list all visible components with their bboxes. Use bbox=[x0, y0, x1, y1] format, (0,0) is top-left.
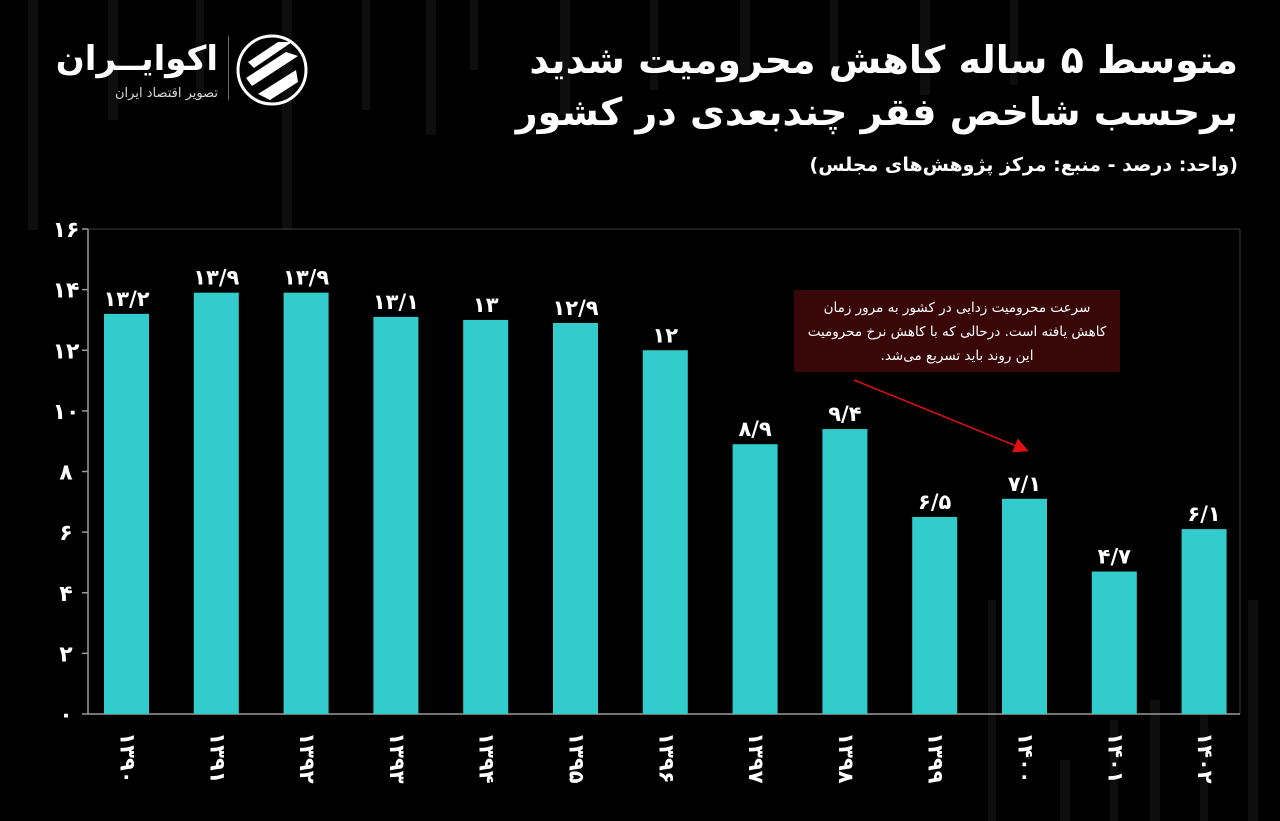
background-stripe bbox=[1248, 600, 1258, 821]
callout-text: سرعت محرومیت زدایی در کشور به مرور زمان … bbox=[807, 300, 1107, 364]
background-stripe bbox=[740, 0, 750, 80]
x-category-label: ۱۳۹۲ bbox=[295, 732, 319, 783]
bar-value-label: ۷/۱ bbox=[1008, 472, 1041, 496]
background-stripe bbox=[426, 0, 436, 135]
bar bbox=[463, 319, 509, 714]
bar bbox=[912, 516, 958, 714]
bar bbox=[193, 292, 239, 714]
y-tick-label: ۸ bbox=[59, 461, 73, 486]
background-stripe bbox=[1110, 720, 1118, 821]
bar bbox=[642, 350, 688, 714]
background-stripe bbox=[470, 0, 478, 70]
brand-mark-icon bbox=[236, 34, 308, 106]
bar-value-label: ۱۳ bbox=[473, 293, 499, 317]
bar-value-label: ۱۳/۱ bbox=[373, 290, 419, 314]
bar-value-label: ۸/۹ bbox=[738, 417, 771, 441]
y-tick-label: ۰ bbox=[59, 703, 72, 728]
y-tick-label: ۴ bbox=[59, 582, 72, 607]
bar bbox=[822, 429, 868, 714]
y-tick-label: ۶ bbox=[59, 521, 72, 546]
background-stripe bbox=[108, 0, 118, 120]
callout-arrow bbox=[853, 379, 1029, 453]
background-stripe bbox=[362, 0, 370, 110]
bar-value-label: ۱۳/۹ bbox=[193, 266, 239, 290]
x-category-label: ۱۴۰۰ bbox=[1014, 732, 1038, 783]
bar bbox=[1091, 571, 1137, 714]
bar bbox=[1002, 498, 1047, 714]
x-category-label: ۱۴۰۲ bbox=[1193, 732, 1217, 783]
background-stripe bbox=[1010, 0, 1018, 85]
bar bbox=[1181, 529, 1227, 714]
x-category-label: ۱۴۰۱ bbox=[1103, 732, 1127, 783]
x-category-label: ۱۳۹۷ bbox=[744, 732, 768, 783]
y-tick-label: ۲ bbox=[59, 642, 73, 667]
x-category-label: ۱۳۹۴ bbox=[475, 732, 499, 783]
bar-value-label: ۴/۷ bbox=[1098, 545, 1131, 569]
background-stripe bbox=[282, 0, 292, 230]
background-stripe bbox=[1200, 640, 1208, 821]
bar-value-label: ۱۳/۹ bbox=[283, 266, 329, 290]
bar bbox=[373, 316, 419, 714]
y-tick-label: ۱۲ bbox=[53, 339, 80, 364]
background-stripe bbox=[988, 600, 996, 821]
bar bbox=[553, 322, 598, 714]
background-stripe bbox=[830, 0, 838, 75]
bar bbox=[732, 444, 778, 714]
bar-value-label: ۱۳/۲ bbox=[103, 287, 149, 311]
brand-name: اکوایــران bbox=[55, 39, 218, 79]
background-stripe bbox=[920, 0, 930, 95]
bar-value-label: ۶/۱ bbox=[1187, 502, 1220, 526]
background-stripe bbox=[28, 0, 38, 230]
x-category-label: ۱۳۹۹ bbox=[924, 732, 948, 783]
x-category-label: ۱۳۹۰ bbox=[116, 732, 140, 783]
chart-title: متوسط ۵ ساله کاهش محرومیت شدید برحسب شاخ… bbox=[515, 38, 1238, 134]
x-category-label: ۱۳۹۳ bbox=[385, 732, 409, 783]
background-stripe bbox=[1150, 700, 1160, 821]
bar-value-label: ۹/۴ bbox=[828, 402, 861, 426]
bar-value-label: ۱۲/۹ bbox=[552, 296, 598, 320]
bar bbox=[104, 313, 149, 714]
bar bbox=[283, 292, 329, 714]
chart-subtitle: (واحد: درصد - منبع: مرکز پژوهش‌های مجلس) bbox=[809, 154, 1238, 176]
x-category-label: ۱۳۹۸ bbox=[834, 732, 858, 783]
brand-logo: اکوایــران تصویر اقتصاد ایران bbox=[50, 32, 320, 112]
y-tick-label: ۱۶ bbox=[53, 218, 80, 243]
y-tick-label: ۱۴ bbox=[53, 279, 80, 304]
logo-divider bbox=[228, 36, 229, 100]
x-category-label: ۱۳۹۶ bbox=[654, 732, 678, 783]
y-tick-label: ۱۰ bbox=[53, 400, 80, 425]
background-stripe bbox=[560, 0, 570, 115]
bar-value-label: ۶/۵ bbox=[918, 490, 951, 514]
brand-tagline: تصویر اقتصاد ایران bbox=[115, 86, 218, 101]
bar-value-label: ۱۲ bbox=[652, 323, 678, 347]
background-stripe bbox=[650, 0, 658, 90]
callout-box: سرعت محرومیت زدایی در کشور به مرور زمان … bbox=[794, 290, 1120, 372]
background-stripe bbox=[196, 0, 204, 100]
x-category-label: ۱۳۹۵ bbox=[565, 732, 589, 783]
background-stripe bbox=[1060, 760, 1070, 821]
x-category-label: ۱۳۹۱ bbox=[205, 732, 229, 783]
